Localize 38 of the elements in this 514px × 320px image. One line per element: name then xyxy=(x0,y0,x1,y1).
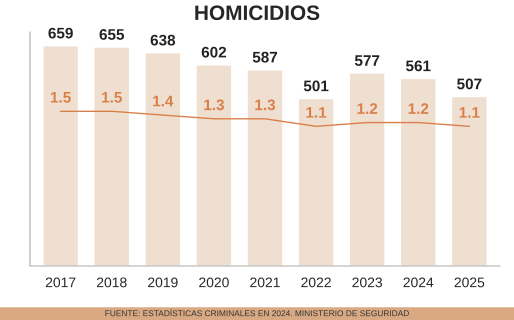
data-label: 1.1 xyxy=(306,107,326,118)
data-label: 655 xyxy=(100,29,124,40)
data-label: 1.5 xyxy=(102,92,122,103)
data-label: 638 xyxy=(150,34,176,46)
bar xyxy=(144,52,182,266)
bar xyxy=(298,98,335,266)
source-note: FUENTE: ESTADÍSTICAS CRIMINALES EN 2024. MINISTERIO DE SEGURIDAD xyxy=(105,308,409,316)
bar xyxy=(348,72,386,266)
data-label: 1.4 xyxy=(153,96,174,106)
x-tick-label: 2023 xyxy=(352,277,382,288)
data-label: 602 xyxy=(202,46,226,58)
data-label: 577 xyxy=(354,55,380,66)
data-label: 659 xyxy=(48,28,73,39)
data-label: 1.5 xyxy=(50,92,71,103)
data-label: 507 xyxy=(457,78,482,90)
x-tick-label: 2024 xyxy=(404,277,434,288)
x-tick-label: 2019 xyxy=(148,277,178,288)
chart-title: HOMICIDIOS xyxy=(195,5,320,20)
bar xyxy=(400,78,437,266)
data-label: 587 xyxy=(252,52,278,63)
data-label: 561 xyxy=(406,60,431,72)
bar xyxy=(195,64,232,266)
data-label: 1.3 xyxy=(204,99,224,110)
data-label: 1.2 xyxy=(358,103,378,114)
x-tick-label: 2020 xyxy=(199,277,229,288)
x-tick-label: 2022 xyxy=(301,277,331,288)
bar xyxy=(93,46,130,266)
data-label: 1.2 xyxy=(408,103,428,114)
bar xyxy=(450,96,488,266)
bar xyxy=(246,69,284,266)
x-tick-label: 2018 xyxy=(96,277,127,288)
data-label: 1.1 xyxy=(460,107,480,118)
data-label: 1.3 xyxy=(255,99,276,110)
bar xyxy=(42,45,80,266)
data-label: 501 xyxy=(304,80,328,92)
x-tick-label: 2021 xyxy=(250,277,280,288)
x-tick-label: 2025 xyxy=(454,277,484,288)
x-tick-label: 2017 xyxy=(46,277,76,288)
